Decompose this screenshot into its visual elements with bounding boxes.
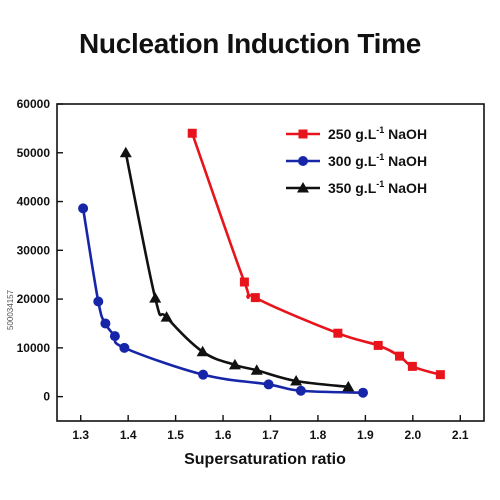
series-350-point <box>342 380 355 392</box>
series-layer <box>78 128 445 398</box>
series-350-point <box>196 345 209 357</box>
series-300-point <box>93 296 104 307</box>
axes: 1.3 1.4 1.5 1.6 1.7 1.8 1.9 2.0 2.1 0 10000 20000 30… <box>17 97 469 442</box>
y-tick-label: 20000 <box>17 292 51 306</box>
series-300-point <box>198 369 209 380</box>
series-250-point <box>435 370 445 380</box>
x-tick-label: 2.1 <box>452 428 469 442</box>
series-350 <box>119 146 355 392</box>
legend-label-350: 350 g.L-1 NaOH <box>328 179 427 196</box>
legend-label-sup: -1 <box>376 179 384 189</box>
x-axis-label: Supersaturation ratio <box>184 451 346 468</box>
series-300-point <box>358 387 369 398</box>
series-350-point <box>160 311 173 322</box>
series-250-point <box>407 361 417 371</box>
series-300-point <box>109 331 120 342</box>
series-250-line <box>190 131 442 376</box>
series-350-point <box>290 375 303 386</box>
y-tick-label: 40000 <box>17 195 51 209</box>
series-300-point <box>119 342 130 353</box>
series-250-point <box>395 351 405 361</box>
legend-label-sup: -1 <box>376 152 384 162</box>
y-tick-label: 0 <box>43 390 50 404</box>
y-tick-label: 10000 <box>17 341 51 355</box>
series-300-point <box>100 318 111 329</box>
legend-label-250: 250 g.L-1 NaOH <box>328 125 427 142</box>
x-tick-label: 1.4 <box>120 428 137 442</box>
legend-label-base: 250 g.L <box>328 126 377 142</box>
legend-item-350: 350 g.L-1 NaOH <box>286 179 427 196</box>
series-350-point <box>228 358 241 370</box>
x-tick-label: 1.7 <box>262 428 279 442</box>
series-250-point <box>250 293 260 303</box>
chart-title: Nucleation Induction Time <box>78 28 421 59</box>
x-tick-label: 1.8 <box>310 428 327 442</box>
series-250-point <box>333 328 343 338</box>
series-300 <box>78 203 369 398</box>
series-300-point <box>78 203 89 214</box>
legend-label-tail: NaOH <box>384 153 427 169</box>
series-300-line <box>81 207 365 395</box>
x-tick-label: 1.6 <box>215 428 232 442</box>
series-250-point <box>373 340 383 350</box>
side-id: 500034157 <box>6 289 15 330</box>
series-250-point <box>187 128 197 138</box>
x-tick-label: 1.9 <box>357 428 374 442</box>
y-tick-label: 50000 <box>17 146 51 160</box>
series-300-point <box>295 385 306 396</box>
legend-marker-300 <box>298 156 308 166</box>
legend-item-250: 250 g.L-1 NaOH <box>286 125 427 142</box>
legend-label-base: 300 g.L <box>328 153 377 169</box>
series-350-point <box>250 364 263 375</box>
series-350-point <box>149 292 162 303</box>
x-tick-label: 2.0 <box>404 428 421 442</box>
series-250-point <box>239 277 249 287</box>
legend-label-tail: NaOH <box>384 180 427 196</box>
x-tick-label: 1.3 <box>72 428 89 442</box>
legend-label-300: 300 g.L-1 NaOH <box>328 152 427 169</box>
legend-label-base: 350 g.L <box>328 180 377 196</box>
series-250 <box>187 128 445 380</box>
y-tick-label: 30000 <box>17 243 51 257</box>
series-300-point <box>263 379 274 390</box>
legend-marker-250 <box>298 129 308 139</box>
series-350-point <box>119 146 132 158</box>
legend-label-tail: NaOH <box>384 126 427 142</box>
legend-item-300: 300 g.L-1 NaOH <box>286 152 427 169</box>
legend-label-sup: -1 <box>376 125 384 135</box>
x-tick-label: 1.5 <box>167 428 184 442</box>
y-tick-label: 60000 <box>17 97 51 111</box>
legend-marker-350 <box>297 182 309 193</box>
